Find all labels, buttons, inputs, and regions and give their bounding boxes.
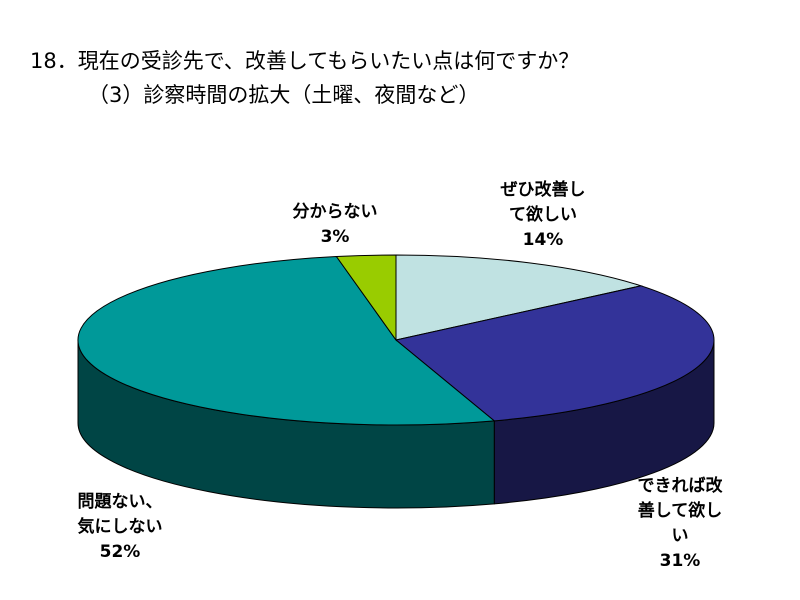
- slice-label-dont-know: 分からない 3%: [260, 200, 410, 250]
- slice-label-line: ぜひ改善し: [500, 180, 586, 200]
- slice-label-line: て欲しい: [509, 205, 577, 225]
- chart-title: 18．現在の受診先で、改善してもらいたい点は何ですか？ （3）診察時間の拡大（土…: [30, 44, 579, 112]
- slice-value-label: 31%: [659, 551, 701, 571]
- slice-value-label: 14%: [522, 230, 564, 250]
- slice-label-definitely-improve: ぜひ改善し て欲しい 14%: [468, 178, 618, 253]
- pie-slice-top: [394, 285, 715, 422]
- pie-slice-top: [335, 254, 397, 342]
- title-line-1: 18．現在の受診先で、改善してもらいたい点は何ですか？: [30, 49, 580, 73]
- slice-label-line: 気にしない: [77, 517, 163, 537]
- slice-label-line: 分からない: [292, 202, 378, 222]
- title-line-2: （3）診察時間の拡大（土曜、夜間など）: [88, 83, 480, 107]
- pie-slice-top: [77, 255, 496, 426]
- pie-slice-top: [395, 254, 643, 341]
- slice-label-line: できれば改: [637, 476, 723, 496]
- slice-label-line: 問題ない、: [77, 492, 163, 512]
- slice-label-line: 善して欲し: [637, 501, 723, 521]
- slice-value-label: 3%: [320, 227, 350, 247]
- slice-label-no-problem: 問題ない、 気にしない 52%: [45, 490, 195, 565]
- slice-label-improve-if-possible: できれば改 善して欲し い 31%: [615, 474, 745, 574]
- slice-label-line: い: [671, 526, 689, 546]
- slice-value-label: 52%: [99, 542, 141, 562]
